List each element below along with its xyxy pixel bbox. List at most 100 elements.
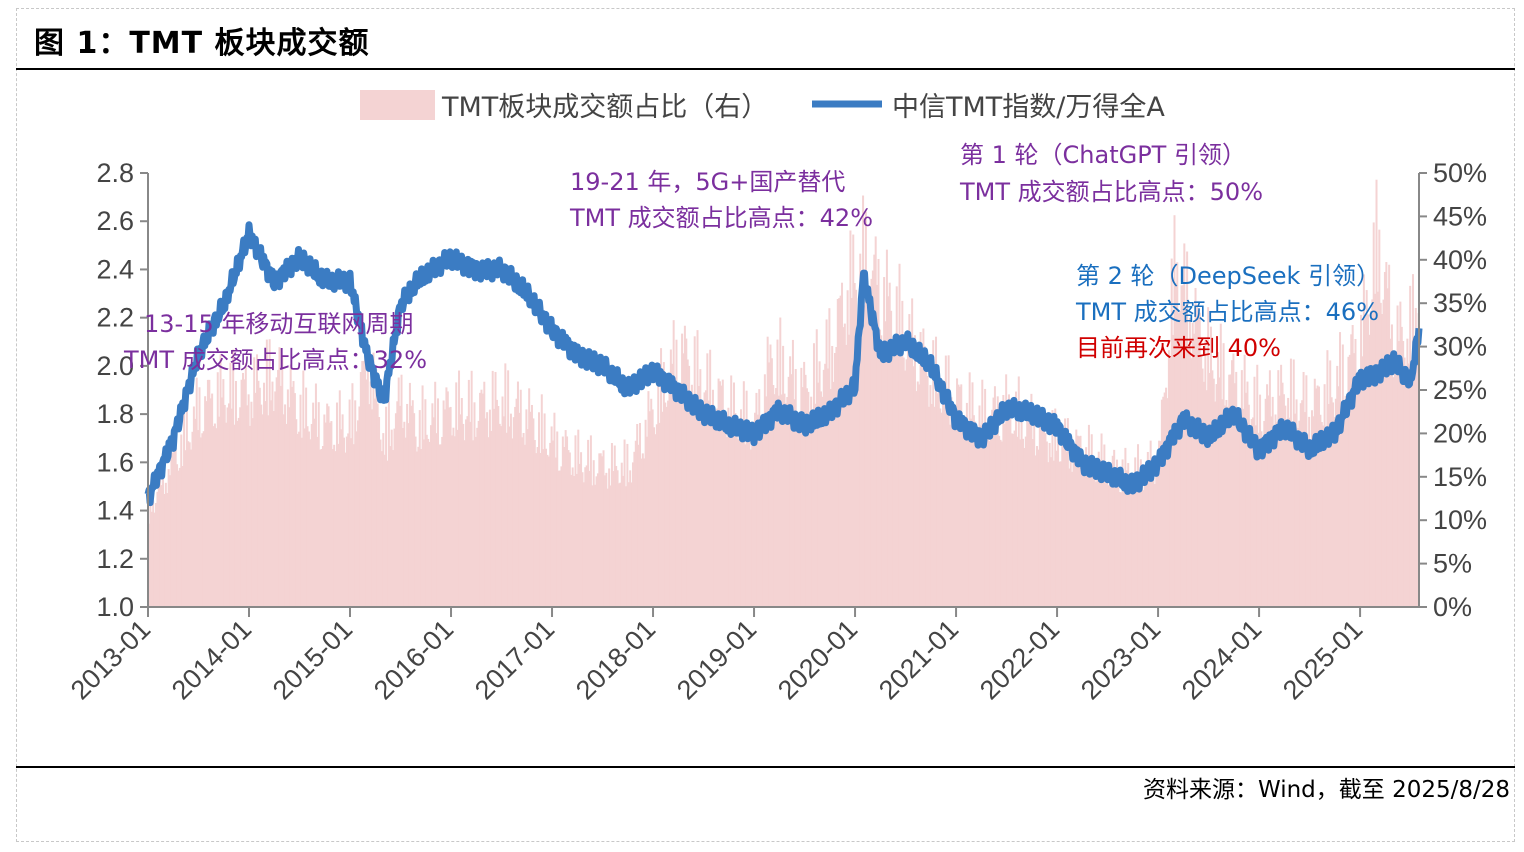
share-bar	[970, 418, 973, 607]
share-bar	[1009, 413, 1012, 607]
annotation-cycle1921-line1: 19-21 年，5G+国产替代	[570, 168, 845, 196]
share-bar	[358, 406, 361, 607]
share-bar	[581, 472, 584, 607]
share-bar	[657, 379, 660, 607]
share-bar	[206, 379, 209, 607]
share-bar	[599, 453, 602, 607]
share-bar	[1198, 312, 1201, 607]
share-bar	[331, 449, 334, 607]
share-bar	[1023, 447, 1026, 607]
share-bar	[853, 283, 856, 607]
share-bar	[1201, 368, 1204, 607]
share-bar	[1111, 455, 1114, 607]
share-bar	[413, 413, 416, 607]
share-bar	[946, 401, 949, 607]
share-bar	[605, 472, 608, 607]
share-bar	[1407, 363, 1410, 607]
share-bar	[834, 352, 837, 607]
share-bar	[1200, 356, 1203, 607]
share-bar	[271, 381, 274, 607]
share-bar	[612, 471, 615, 607]
share-bar	[1397, 341, 1400, 607]
share-bar	[1239, 423, 1242, 607]
share-bar	[498, 423, 501, 607]
share-bar	[824, 363, 827, 607]
share-bar	[1315, 388, 1318, 607]
x-tick-label: 2024-01	[1176, 614, 1267, 705]
share-bar	[316, 436, 319, 607]
share-bar	[1357, 382, 1360, 607]
share-bar	[1299, 403, 1302, 607]
share-bar	[335, 402, 338, 607]
share-bar	[567, 450, 570, 607]
legend-bar-label: TMT板块成交额占比（右）	[441, 92, 768, 123]
share-bar	[1016, 436, 1019, 607]
share-bar	[191, 431, 194, 607]
share-bar	[658, 422, 661, 607]
share-bar	[730, 375, 733, 607]
share-bar	[580, 452, 583, 607]
share-bar	[850, 297, 853, 607]
share-bar	[1413, 337, 1416, 607]
share-bar	[253, 357, 256, 607]
share-bar	[1128, 476, 1131, 607]
share-bar	[716, 408, 719, 607]
share-bar	[1406, 338, 1409, 607]
share-bar	[514, 406, 517, 607]
share-bar	[1232, 353, 1235, 607]
share-bar	[451, 435, 454, 607]
share-bar	[473, 402, 476, 607]
share-bar	[1055, 450, 1058, 607]
share-bar	[857, 304, 860, 607]
share-bar	[909, 334, 912, 607]
share-bar	[495, 399, 498, 607]
share-bar	[908, 314, 911, 607]
share-bar	[539, 452, 542, 607]
share-bar	[153, 512, 156, 607]
share-bar	[1275, 422, 1278, 607]
share-bar	[1294, 413, 1297, 607]
share-bar	[742, 381, 745, 607]
share-bar	[939, 408, 942, 607]
share-bar	[793, 399, 796, 607]
share-bar	[1020, 401, 1023, 607]
annotations: 13-15 年移动互联网周期 TMT 成交额占比高点：32% 19-21 年，5…	[123, 141, 1380, 374]
share-bar	[355, 431, 358, 607]
share-bar	[352, 444, 355, 607]
share-bar	[710, 423, 713, 607]
share-bar	[1026, 419, 1029, 607]
share-bar	[1041, 407, 1044, 607]
share-bar	[866, 306, 869, 607]
share-bar	[389, 446, 392, 607]
share-bar	[1216, 352, 1219, 607]
share-bar	[856, 320, 859, 607]
share-bar	[1202, 381, 1205, 607]
share-bar	[1062, 443, 1065, 607]
share-bar	[1225, 399, 1228, 607]
share-bar	[577, 429, 580, 607]
share-bar	[201, 433, 204, 607]
share-bar	[1080, 460, 1083, 607]
share-bar	[163, 493, 166, 607]
share-bar	[1204, 337, 1207, 607]
share-bar	[542, 449, 545, 607]
share-bar	[1243, 354, 1246, 607]
share-bar	[540, 394, 543, 607]
share-bar	[835, 347, 838, 607]
share-bar	[368, 404, 371, 607]
share-bar	[380, 451, 383, 607]
share-bar	[1094, 481, 1097, 607]
share-bar	[1181, 285, 1184, 607]
share-bar	[209, 398, 212, 607]
share-bar	[1348, 354, 1351, 607]
share-bar	[819, 391, 822, 607]
right-tick-label: 0%	[1433, 592, 1472, 622]
share-bar	[519, 389, 522, 607]
share-bar	[633, 451, 636, 607]
share-bar	[1285, 425, 1288, 607]
share-bar	[685, 338, 688, 607]
share-bar	[996, 396, 999, 607]
share-bar	[418, 410, 421, 607]
share-bar	[1355, 382, 1358, 607]
